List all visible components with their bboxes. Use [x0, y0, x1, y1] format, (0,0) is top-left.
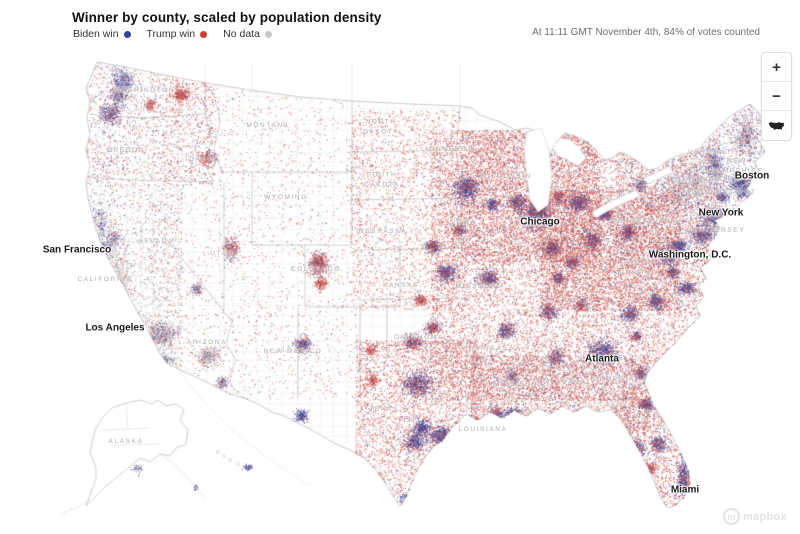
us-map-icon: [768, 121, 785, 130]
reset-extent-button[interactable]: [762, 111, 791, 140]
nodata-dot-icon: [264, 30, 272, 38]
zoom-in-button[interactable]: +: [762, 53, 791, 82]
page-title: Winner by county, scaled by population d…: [72, 10, 382, 25]
legend-label-biden: Biden win: [73, 28, 119, 40]
legend-item-biden: Biden win: [73, 28, 131, 40]
legend-item-nodata: No data: [223, 28, 272, 40]
biden-dot-icon: [123, 30, 131, 38]
mapbox-wordmark: mapbox: [743, 510, 787, 523]
legend: Biden win Trump win No data: [73, 28, 272, 40]
trump-dot-icon: [200, 30, 208, 38]
legend-item-trump: Trump win: [147, 28, 208, 40]
mapbox-icon: m: [723, 508, 741, 525]
zoom-out-button[interactable]: −: [762, 82, 791, 111]
status-text: At 11:11 GMT November 4th, 84% of votes …: [532, 27, 760, 38]
mapbox-logo[interactable]: m mapbox: [723, 508, 787, 525]
legend-label-nodata: No data: [223, 28, 260, 40]
legend-label-trump: Trump win: [146, 28, 196, 40]
map-controls: + −: [761, 52, 792, 141]
